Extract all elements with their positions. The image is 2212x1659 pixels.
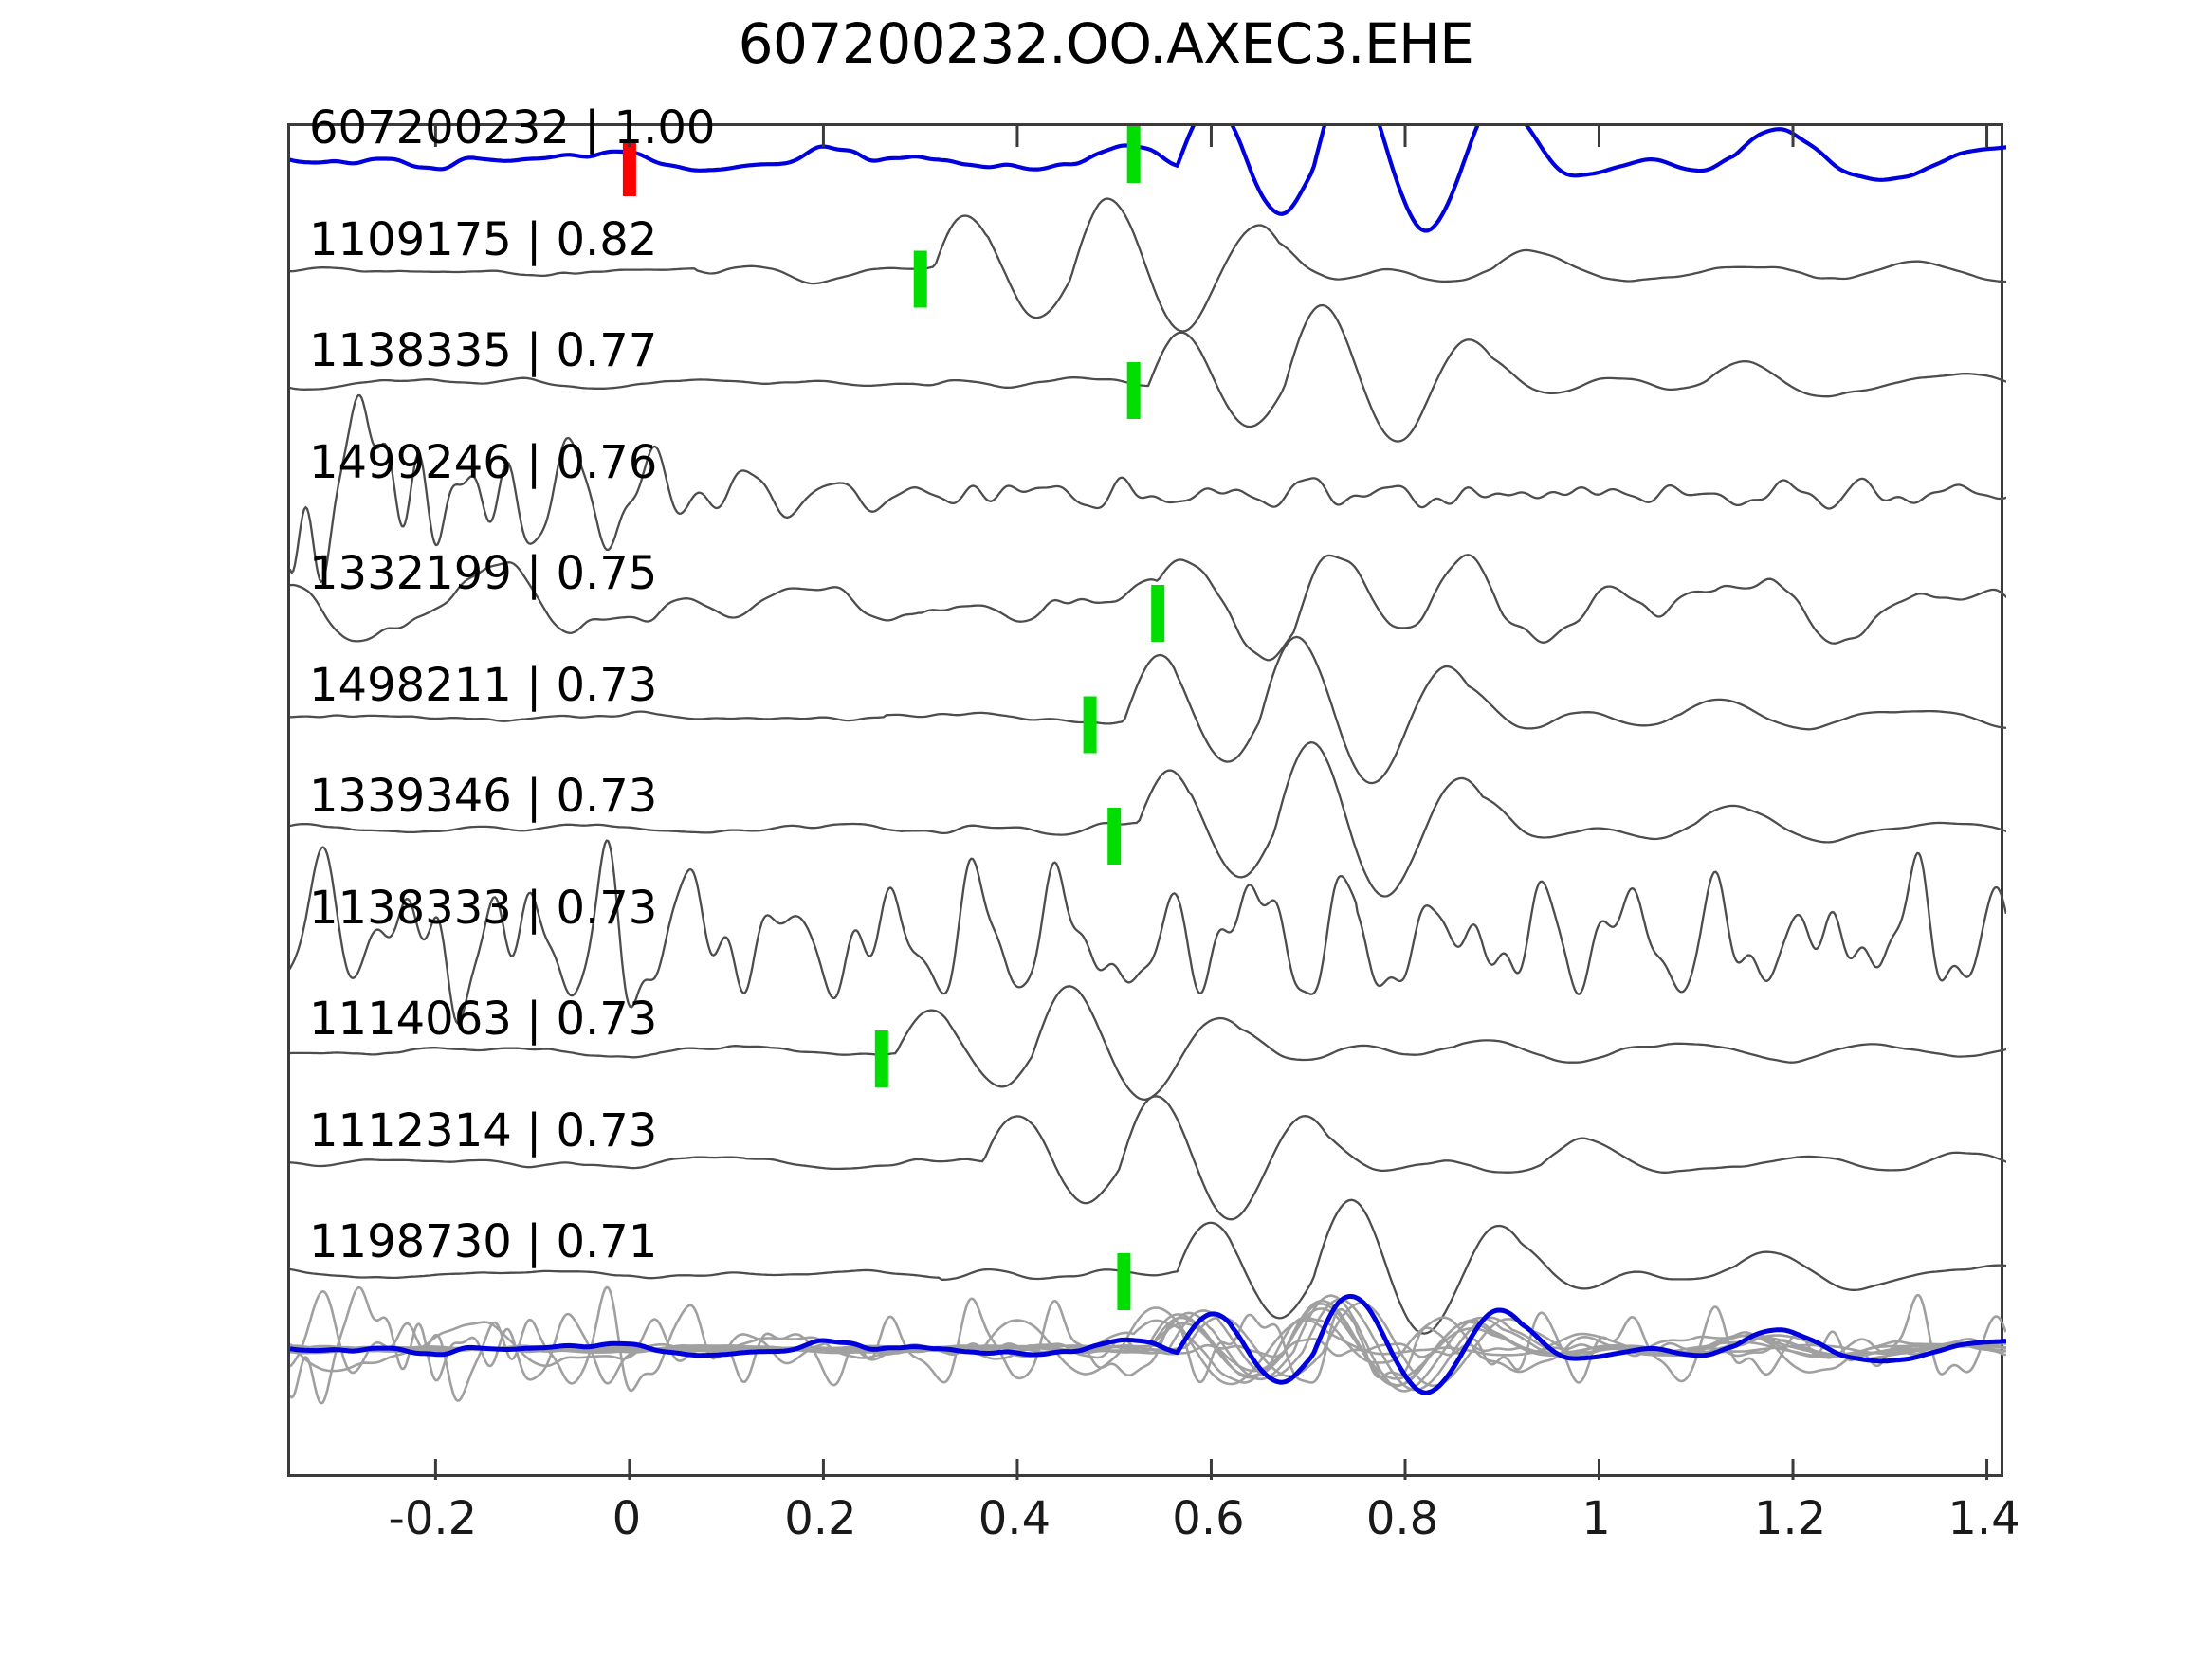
page-title: 607200232.OO.AXEC3.EHE [738,11,1474,76]
waveform-trace-1109175 [290,197,2006,333]
x-tick-label-0.2: 0.2 [784,1492,857,1545]
pick-marker-1332199[interactable] [1151,585,1165,642]
waveform-trace-1138335 [290,303,2006,443]
trace-label-1332199: 1332199 | 0.75 [309,547,658,600]
trace-label-1138333: 1138333 | 0.73 [309,881,658,935]
trace-label-1499246: 1499246 | 0.76 [309,435,658,489]
pick-marker-1114063[interactable] [874,1030,888,1087]
x-tick-label-0.6: 0.6 [1172,1492,1245,1545]
trace-label-1339346: 1339346 | 0.73 [309,770,658,823]
pick-marker-1109175[interactable] [913,250,927,308]
trace-label-1198730: 1198730 | 0.71 [309,1215,658,1268]
waveform-trace-1332199 [290,554,2006,662]
x-tick-label-0.4: 0.4 [978,1492,1051,1545]
trace-label-1138335: 1138335 | 0.77 [309,324,658,377]
pick-marker-1339346[interactable] [1107,808,1122,865]
waveform-canvas [290,126,2006,1480]
waveform-trace-607200232 [290,126,2006,233]
trace-label-1109175: 1109175 | 0.82 [309,212,658,266]
x-tick-label-1: 1 [1581,1492,1611,1545]
pick-marker-1198730[interactable] [1117,1253,1131,1310]
trace-label-1498211: 1498211 | 0.73 [309,658,658,712]
pick-marker-1138335[interactable] [1126,362,1141,419]
stack-overlay-template-trace [290,1294,2006,1395]
plot-area: 607200232 | 1.00 1109175 | 0.82 1138335 | … [287,101,2006,1480]
stack-overlay-trace-1332199 [290,1316,2006,1384]
trace-label-1114063: 1114063 | 0.73 [309,993,658,1046]
trace-label-607200232: 607200232 | 1.00 [309,101,716,155]
x-tick-label-0: 0 [612,1492,642,1545]
pick-marker-607200232[interactable] [622,139,636,196]
waveform-trace-1138333 [290,839,2006,1025]
waveform-trace-1198730 [290,1198,2006,1335]
x-tick-label-0.8: 0.8 [1365,1492,1439,1545]
waveform-trace-1498211 [290,635,2006,785]
x-axis: -0.2 0 0.2 0.4 0.6 0.8 1 1.2 1.4 [287,1477,2020,1562]
trace-label-1112314: 1112314 | 0.73 [309,1103,658,1158]
x-tick-label-1.2: 1.2 [1753,1492,1827,1545]
pick-marker-1498211[interactable] [1083,696,1097,754]
waveform-trace-1339346 [290,740,2006,898]
x-tick-label--0.2: -0.2 [388,1492,478,1545]
waveform-trace-1499246 [290,393,2006,583]
waveform-trace-1112314 [290,1095,2006,1221]
x-tick-label-1.4: 1.4 [1947,1492,2020,1545]
detection-marker-607200232[interactable] [1126,126,1141,183]
stack-overlay-trace-1138333 [290,1285,2006,1402]
